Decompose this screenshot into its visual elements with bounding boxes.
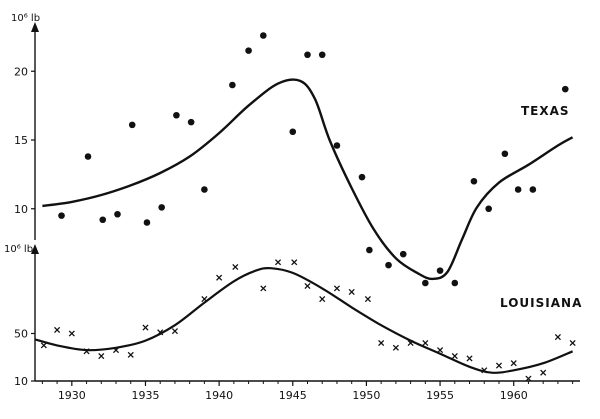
texas-data-point [84, 153, 92, 160]
louisiana-data-point [378, 339, 385, 347]
texas-data-point [114, 210, 121, 218]
louisiana-data-point [569, 339, 576, 347]
louisiana-data-point [260, 285, 267, 292]
upper-y-tick-label: 15 [14, 134, 28, 147]
texas-data-point [501, 150, 509, 158]
upper-y-axis-arrow [31, 22, 39, 32]
texas-data-point [245, 47, 252, 54]
texas-data-point [187, 118, 195, 126]
louisiana-data-point [407, 339, 414, 347]
texas-data-point [143, 219, 151, 226]
louisiana-data-point [466, 355, 473, 362]
louisiana-trend-line [34, 266, 574, 374]
louisiana-data-point [364, 296, 371, 303]
louisiana-data-point [40, 342, 47, 349]
texas-data-point [201, 186, 208, 193]
x-tick-label: 1960 [500, 389, 528, 402]
x-tick-label: 1940 [205, 389, 233, 402]
louisiana-data-point [54, 326, 61, 333]
louisiana-data-point [319, 296, 326, 303]
x-tick-label: 1955 [426, 389, 454, 402]
louisiana-data-point [201, 296, 208, 303]
texas-trend-line [42, 78, 574, 281]
texas-data-point [436, 267, 444, 274]
louisiana-data-point [232, 263, 239, 271]
texas-data-point [260, 32, 267, 39]
upper-unit-label: 10⁶ lb [11, 13, 40, 24]
texas-data-point [485, 205, 492, 213]
louisiana-data-point [171, 328, 178, 335]
louisiana-data-point [540, 369, 547, 376]
louisiana-data-point [304, 282, 311, 290]
louisiana-series-label: LOUISIANA [500, 296, 582, 310]
louisiana-data-point [291, 259, 298, 266]
texas-data-point [173, 111, 180, 119]
louisiana-data-point [437, 347, 444, 354]
texas-data-point [289, 128, 297, 136]
louisiana-data-point [510, 360, 517, 367]
texas-data-point [399, 250, 407, 258]
x-tick-label: 1935 [131, 389, 159, 402]
texas-data-point [470, 177, 478, 185]
lower-y-axis-arrow [31, 244, 39, 254]
texas-data-point [158, 204, 165, 211]
louisiana-data-point [554, 334, 561, 341]
x-axis-ticks: 1930 1935 1940 1945 1950 1955 1960 [41, 381, 574, 402]
texas-data-point [529, 186, 537, 193]
louisiana-data-point [112, 347, 120, 354]
louisiana-data-point [83, 348, 90, 355]
x-tick-label: 1945 [279, 389, 307, 402]
louisiana-data-point [157, 329, 164, 336]
texas-data-point [99, 216, 107, 224]
texas-data-point [514, 186, 522, 193]
texas-data-point [229, 81, 236, 89]
texas-data-point [358, 173, 366, 181]
texas-data-point [318, 51, 326, 59]
louisiana-data-point [68, 330, 75, 337]
upper-y-tick-label: 20 [14, 65, 28, 78]
louisiana-data-point [495, 362, 503, 369]
louisiana-data-point [348, 288, 355, 295]
louisiana-data-point [142, 324, 149, 331]
texas-data-point [333, 142, 341, 149]
upper-y-tick-label: 10 [14, 203, 28, 216]
upper-y-axis-ticks: 10 15 20 [14, 65, 35, 216]
x-tick-label: 1930 [58, 389, 86, 402]
louisiana-data-point [216, 274, 223, 281]
texas-data-points [58, 32, 569, 287]
lower-y-tick-label: 50 [14, 328, 28, 341]
lower-y-axis-ticks: 10 50 [14, 328, 35, 388]
texas-data-point [128, 121, 136, 129]
texas-data-point [451, 279, 459, 287]
louisiana-data-point [127, 351, 134, 358]
texas-data-point [561, 85, 569, 93]
texas-data-point [366, 246, 373, 254]
texas-data-point [385, 261, 392, 269]
louisiana-data-points [40, 259, 576, 382]
louisiana-data-point [333, 285, 341, 292]
texas-data-point [58, 212, 65, 219]
louisiana-data-point [451, 353, 458, 360]
lower-y-tick-label: 10 [14, 375, 28, 388]
louisiana-data-point [274, 259, 282, 266]
lower-unit-label: 10⁶ lb [4, 244, 33, 255]
louisiana-data-point [98, 353, 105, 360]
x-tick-label: 1950 [352, 389, 380, 402]
louisiana-data-point [422, 339, 429, 347]
texas-series-label: TEXAS [521, 104, 570, 118]
texas-data-point [422, 279, 429, 287]
louisiana-data-point [525, 375, 532, 382]
texas-data-point [304, 51, 311, 59]
louisiana-data-point [481, 367, 488, 374]
louisiana-data-point [392, 344, 399, 351]
